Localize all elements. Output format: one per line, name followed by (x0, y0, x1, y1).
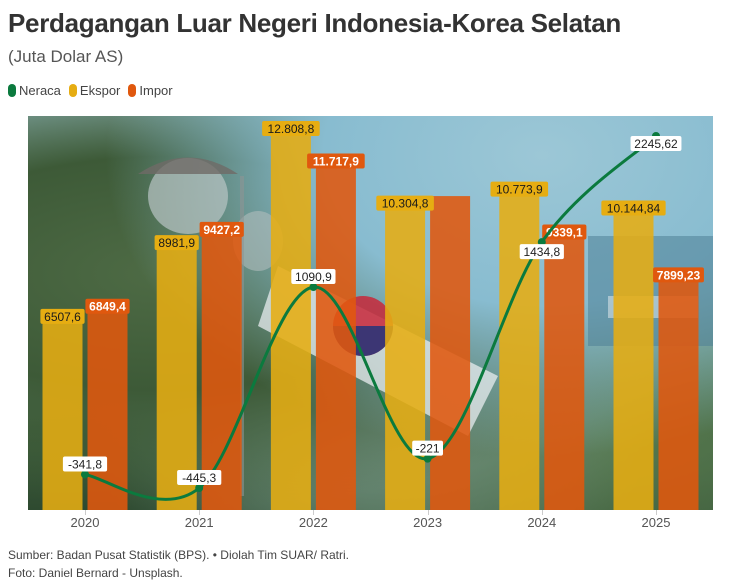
ekspor-value-label-bg (490, 181, 549, 197)
bar-impor-2021[interactable] (201, 228, 242, 510)
ekspor-value-label-bg (376, 195, 434, 211)
ekspor-value-label: 8981,9 (158, 236, 195, 250)
x-tick (656, 510, 657, 515)
impor-value-label: 11.717,9 (313, 155, 359, 169)
neraca-point-2022[interactable] (309, 283, 318, 292)
neraca-swatch-icon (8, 84, 16, 97)
neraca-value-label-bg (177, 470, 222, 485)
x-axis-label-2024: 2024 (527, 515, 557, 530)
source-note: Sumber: Badan Pusat Statistik (BPS). • D… (8, 548, 349, 562)
neraca-value-label: -341,8 (68, 457, 102, 471)
x-axis-label-2023: 2023 (413, 515, 443, 530)
ekspor-value-label: 10.773,9 (496, 183, 543, 197)
impor-value-label: 6849,4 (89, 300, 126, 314)
legend-label: Neraca (19, 83, 61, 98)
x-axis-label-2021: 2021 (184, 515, 214, 530)
x-tick (199, 510, 201, 515)
legend-item-impor[interactable]: Impor (128, 83, 173, 98)
neraca-value-label: 1434,8 (523, 245, 560, 259)
x-axis-label-2025: 2025 (641, 515, 671, 530)
neraca-point-2021[interactable] (195, 484, 204, 492)
legend-item-neraca[interactable]: Neraca (8, 83, 61, 98)
bar-impor-2023[interactable] (430, 196, 471, 510)
ekspor-value-label-bg (40, 308, 85, 324)
chart-title: Perdagangan Luar Negeri Indonesia-Korea … (8, 8, 621, 38)
impor-swatch-icon (128, 84, 137, 97)
neraca-value-label-bg (630, 136, 682, 151)
x-axis-label-2022: 2022 (298, 515, 328, 530)
ekspor-value-label: 12.808,8 (268, 122, 315, 136)
neraca-point-2020[interactable] (81, 470, 89, 479)
impor-value-label-bg (85, 298, 130, 314)
x-tick (85, 510, 86, 515)
neraca-value-label-bg (62, 456, 108, 472)
impor-value-label-bg (653, 267, 704, 283)
ekspor-value-label: 6507,6 (44, 310, 81, 324)
ekspor-swatch-icon (68, 84, 77, 97)
bar-impor-2020[interactable] (87, 305, 128, 510)
neraca-value-label: 2245,62 (634, 137, 678, 151)
legend: Neraca Ekspor Impor (8, 83, 175, 98)
impor-value-label: 7899,23 (657, 268, 701, 282)
photo-credit: Foto: Daniel Bernard - Unsplash. (8, 566, 183, 580)
x-tick (541, 510, 543, 515)
bar-ekspor-2025[interactable] (613, 207, 654, 510)
impor-value-label: 9427,2 (203, 223, 240, 237)
legend-label: Impor (139, 83, 173, 98)
ekspor-value-label: 10.304,8 (382, 197, 429, 211)
bar-ekspor-2024[interactable] (499, 188, 540, 510)
neraca-value-label: -221 (416, 442, 440, 456)
neraca-value-label: 1090,9 (295, 270, 332, 284)
x-axis-label-2020: 2020 (70, 515, 100, 530)
neraca-value-label-bg (412, 440, 443, 456)
ekspor-value-label-bg (154, 235, 199, 251)
legend-item-ekspor[interactable]: Ekspor (68, 83, 121, 98)
bar-ekspor-2021[interactable] (156, 242, 197, 510)
impor-value-label-bg (307, 153, 365, 169)
neraca-value-label-bg (519, 244, 564, 260)
chart-svg: 6507,6 6849,4 8981,9 9427,2 12.808,8 11.717,9… (40, 121, 704, 510)
x-tick (313, 510, 315, 515)
impor-value-label: 9339,1 (546, 225, 583, 239)
chart-subtitle: (Juta Dolar AS) (8, 47, 124, 66)
bar-impor-2024[interactable] (544, 231, 585, 510)
bar-ekspor-2022[interactable] (270, 128, 311, 510)
bar-ekspor-2020[interactable] (42, 315, 83, 510)
bar-impor-2022[interactable] (315, 160, 356, 510)
x-tick (427, 510, 429, 515)
plot-background-photo: 6507,6 6849,4 8981,9 9427,2 12.808,8 11.717,9… (28, 116, 713, 510)
legend-label: Ekspor (79, 83, 121, 98)
bar-ekspor-2023[interactable] (385, 202, 426, 510)
neraca-value-label-bg (291, 269, 336, 285)
neraca-value-label: -445,3 (182, 471, 216, 485)
ekspor-value-label-bg (601, 200, 666, 216)
impor-value-label-bg (199, 221, 244, 237)
bar-impor-2025[interactable] (658, 274, 699, 510)
neraca-point-2023[interactable] (423, 454, 432, 463)
ekspor-value-label: 10.144,84 (607, 201, 661, 215)
ekspor-value-label-bg (262, 121, 320, 136)
